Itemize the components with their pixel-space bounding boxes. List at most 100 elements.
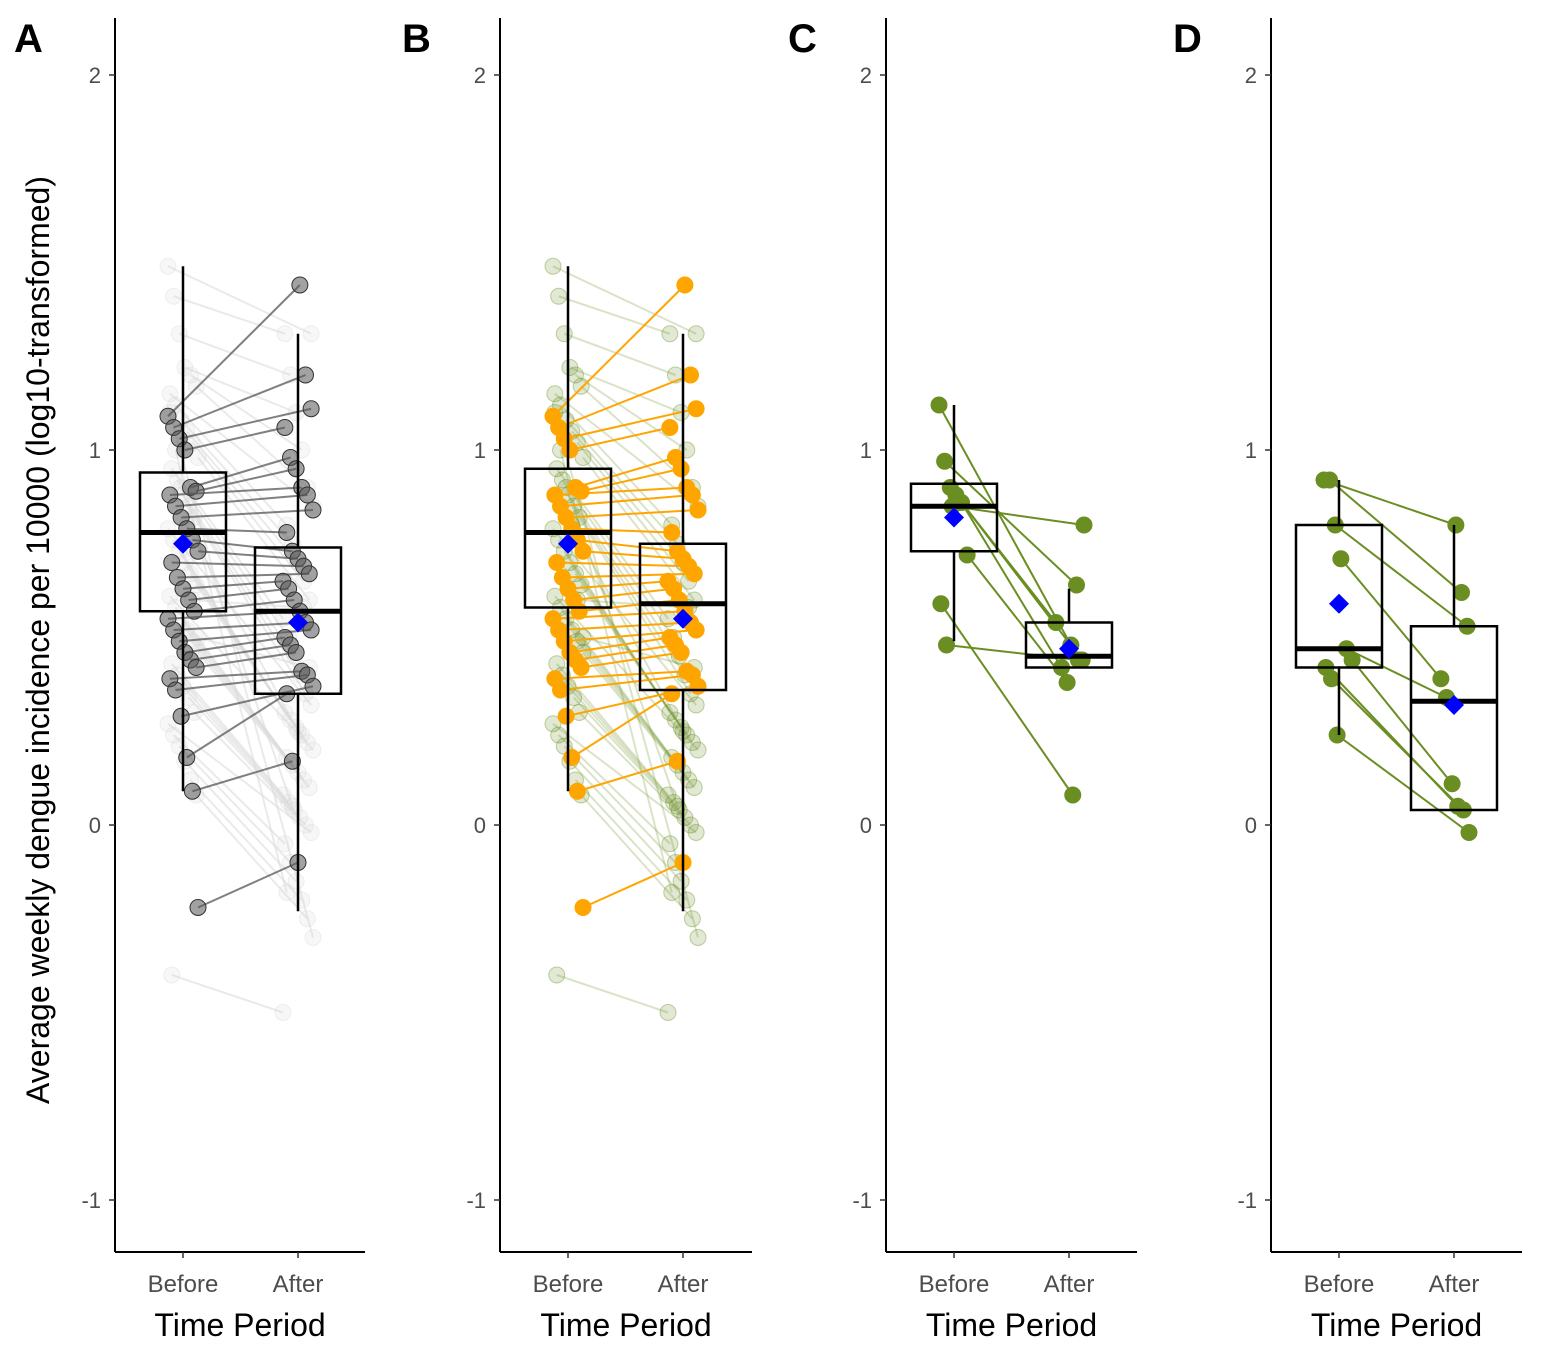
pair-line (182, 580, 284, 590)
background-pair-line (197, 636, 310, 669)
x-tick-label: After (273, 1271, 324, 1298)
background-pair-line (192, 599, 304, 609)
pair-line (195, 651, 297, 669)
pair-line (194, 599, 295, 613)
background-pair-line (189, 374, 303, 451)
background-point (161, 385, 179, 403)
background-pair-line (561, 674, 675, 804)
background-point (159, 715, 177, 733)
pair-line (175, 494, 308, 508)
pair-line (582, 861, 684, 909)
background-pair-line (563, 745, 677, 864)
background-pair-line (555, 663, 669, 796)
pair-line (571, 692, 673, 759)
background-point (544, 257, 562, 275)
background-pair-line (574, 779, 688, 901)
data-point (1321, 471, 1339, 489)
background-pair-line (193, 711, 307, 826)
background-point (574, 449, 592, 466)
mean-marker (288, 612, 308, 633)
y-tick-label: 1 (1245, 438, 1257, 463)
background-pair-line (574, 374, 688, 451)
pair-line (960, 501, 1063, 669)
pair-line (169, 486, 302, 496)
pair-line (571, 527, 672, 534)
background-pair-line (195, 794, 309, 920)
background-pair-line (554, 595, 699, 751)
background-pair-line (565, 618, 679, 766)
data-point (552, 681, 569, 699)
background-point (302, 696, 320, 714)
data-point (278, 524, 296, 541)
y-tick-label: 1 (860, 438, 872, 463)
background-pair-line (173, 295, 286, 335)
background-pair-line (558, 295, 671, 335)
pair-line (966, 554, 1068, 684)
background-point (561, 359, 579, 376)
background-point (304, 741, 322, 759)
pair-line (564, 407, 697, 440)
pair-line (197, 861, 299, 909)
background-point (665, 794, 683, 811)
mean-marker (944, 507, 964, 528)
box-body (523, 467, 613, 609)
data-point (187, 482, 205, 500)
pair-line (184, 636, 286, 654)
data-point (178, 749, 196, 766)
panel-b: B 2 1 0 -1 Before After Time Period (402, 17, 752, 1343)
pair-line (573, 587, 674, 601)
background-pair-line (572, 696, 686, 819)
background-pair-line (559, 606, 673, 759)
pair-line (556, 561, 689, 568)
data-point (187, 659, 205, 676)
pair-line (171, 561, 304, 568)
pair-line (190, 644, 291, 661)
pair-line (1351, 659, 1453, 785)
data-point (172, 707, 190, 725)
pair-line (1328, 479, 1463, 594)
box-body (138, 471, 228, 613)
data-point (297, 366, 314, 384)
data-point (189, 899, 207, 916)
background-pair-line (170, 663, 284, 796)
pair-line (567, 580, 669, 590)
y-axis-title: Average weekly dengue incidence per 1000… (20, 176, 56, 1104)
panel-c: C 2 1 0 -1 Before After Time Period (788, 17, 1137, 1343)
y-tick-label: 1 (474, 438, 486, 463)
y-tick-label: 0 (860, 813, 872, 838)
data-point (1064, 786, 1082, 804)
pair-line (582, 550, 684, 560)
data-point (572, 659, 590, 676)
pair-line (566, 509, 699, 519)
mean-marker (173, 533, 193, 554)
data-point (958, 546, 976, 564)
data-point (676, 276, 694, 294)
background-point (278, 884, 296, 901)
pair-line (173, 621, 306, 631)
background-point (189, 629, 207, 646)
y-tick-label: 0 (89, 813, 101, 838)
pair-line (560, 494, 693, 508)
x-tick-label: After (1044, 1271, 1095, 1298)
background-point (680, 771, 698, 789)
background-pair-line (580, 794, 694, 920)
background-point (283, 797, 301, 815)
background-point (661, 704, 679, 721)
pair-line (943, 460, 1078, 586)
background-pair-line (574, 573, 688, 736)
data-point (298, 486, 316, 504)
pair-line (575, 644, 676, 661)
panel-letter: D (1173, 17, 1202, 61)
box-after (638, 333, 728, 912)
background-point (685, 779, 703, 796)
background-pair-line (580, 584, 694, 744)
data-point (682, 366, 699, 384)
background-point (683, 910, 701, 928)
pair-line (175, 674, 308, 691)
background-pair-line (570, 430, 684, 564)
data-point (568, 782, 586, 800)
background-point (555, 325, 573, 343)
data-point (572, 482, 590, 500)
background-pair-line (552, 265, 697, 335)
